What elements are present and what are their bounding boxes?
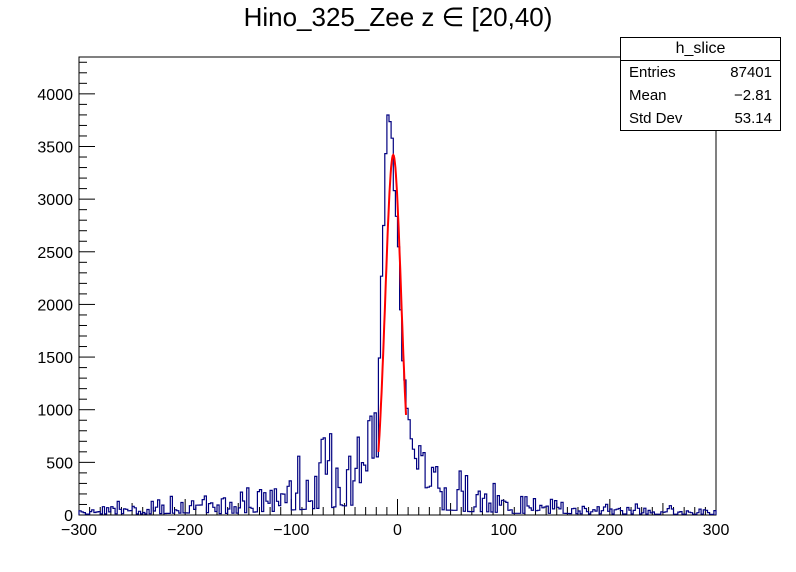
- stats-label: Std Dev: [629, 110, 683, 127]
- x-tick-label: 100: [490, 522, 517, 539]
- stats-box: h_slice Entries 87401 Mean −2.81 Std Dev…: [620, 37, 781, 131]
- stats-label: Entries: [629, 64, 676, 81]
- y-tick-label: 1000: [37, 403, 73, 420]
- gaussian-fit-curve: [377, 153, 407, 452]
- stats-value: −2.81: [734, 87, 772, 104]
- x-tick-label: −200: [167, 522, 203, 539]
- stats-box-title: h_slice: [621, 38, 780, 61]
- y-tick-label: 2000: [37, 297, 73, 314]
- y-axis: 0 500 1000 1500 2000 2500 3000 3500 4000: [37, 61, 95, 525]
- x-tick-label: 0: [393, 522, 402, 539]
- x-tick-label: −100: [273, 522, 309, 539]
- y-tick-label: 500: [46, 455, 73, 472]
- y-tick-label: 4000: [37, 87, 73, 104]
- stats-row-entries: Entries 87401: [621, 61, 780, 84]
- stats-value: 53.14: [734, 110, 772, 127]
- x-tick-label: 300: [703, 522, 730, 539]
- stats-row-mean: Mean −2.81: [621, 84, 780, 107]
- y-tick-label: 3000: [37, 192, 73, 209]
- chart-title: Hino_325_Zee z ∈ [20,40): [243, 2, 553, 32]
- stats-label: Mean: [629, 87, 667, 104]
- x-tick-label: 200: [596, 522, 623, 539]
- y-tick-label: 3500: [37, 139, 73, 156]
- x-tick-label: −300: [61, 522, 97, 539]
- histogram-series: [78, 114, 717, 515]
- stats-value: 87401: [730, 64, 772, 81]
- stats-row-stddev: Std Dev 53.14: [621, 107, 780, 130]
- y-tick-label: 0: [64, 508, 73, 525]
- y-tick-label: 2500: [37, 245, 73, 262]
- y-tick-label: 1500: [37, 350, 73, 367]
